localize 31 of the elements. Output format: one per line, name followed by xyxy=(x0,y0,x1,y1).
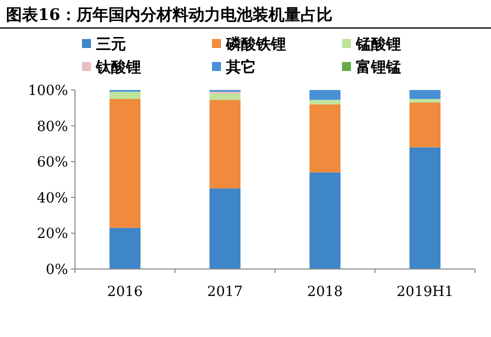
y-tick-label: 100% xyxy=(28,83,68,99)
bar xyxy=(310,90,340,100)
bar xyxy=(310,172,340,269)
y-tick-label: 0% xyxy=(46,262,68,278)
legend-label: 钛酸锂 xyxy=(95,58,141,76)
x-tick-label: 2019H1 xyxy=(396,284,454,300)
bar xyxy=(110,92,140,99)
bar xyxy=(310,104,340,172)
bar xyxy=(110,228,140,269)
legend-label: 其它 xyxy=(225,58,256,76)
legend-label: 三元 xyxy=(96,35,126,53)
x-tick-label: 2017 xyxy=(207,284,243,300)
bar xyxy=(210,94,240,100)
y-tick-label: 80% xyxy=(36,118,68,135)
x-tick-label: 2016 xyxy=(107,284,143,300)
bar xyxy=(410,102,440,148)
chart-title: 图表16：历年国内分材料动力电池装机量占比 xyxy=(6,5,332,24)
x-tick-label: 2018 xyxy=(307,284,343,300)
y-tick-label: 40% xyxy=(36,190,68,206)
y-tick-label: 60% xyxy=(36,154,68,171)
bar xyxy=(210,188,240,269)
bar xyxy=(310,100,340,104)
bar xyxy=(410,98,440,103)
y-tick-label: 20% xyxy=(36,226,68,242)
legend-label: 富锂锰 xyxy=(356,58,401,76)
legend-label: 磷酸铁锂 xyxy=(225,35,286,53)
bar xyxy=(410,90,440,99)
legend-label: 锰酸锂 xyxy=(355,35,401,53)
bar xyxy=(410,147,440,269)
bar xyxy=(110,98,140,228)
bar xyxy=(210,100,240,188)
